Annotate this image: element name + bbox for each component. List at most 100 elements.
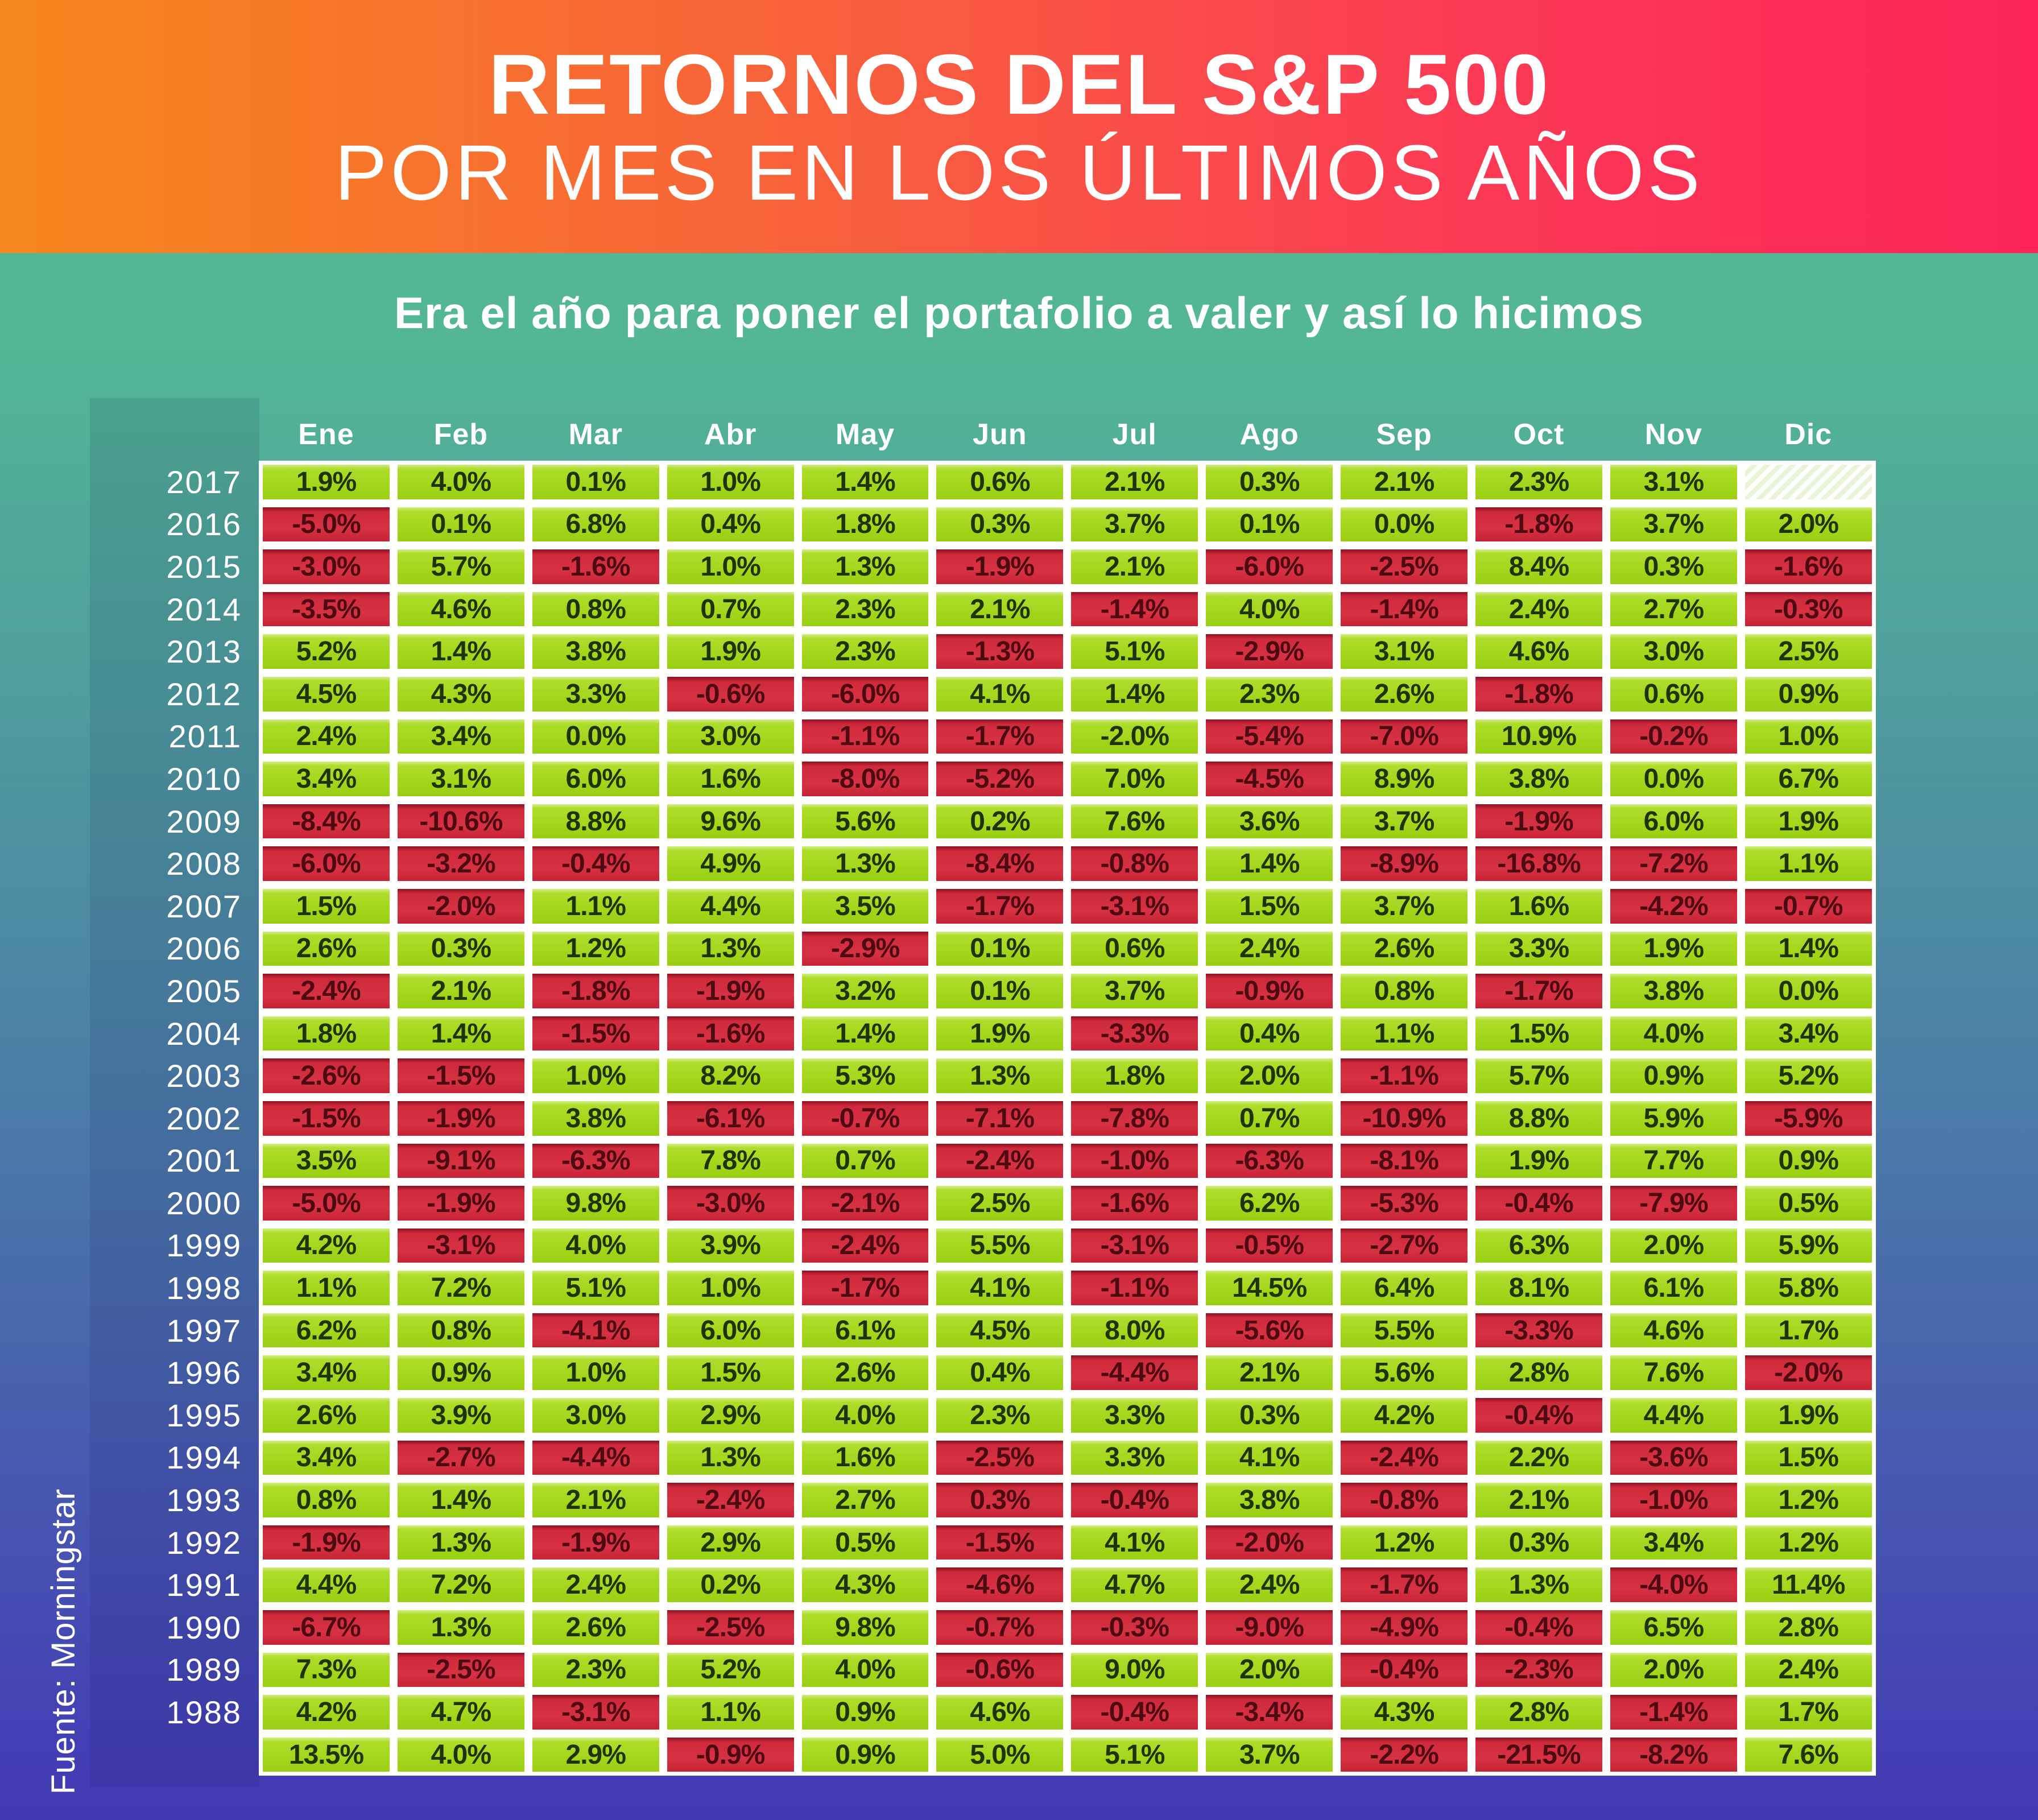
return-cell: 2.9% bbox=[663, 1521, 798, 1564]
return-cell: -1.0% bbox=[1067, 1139, 1202, 1182]
return-cell: -0.7% bbox=[797, 1097, 933, 1140]
return-cell: 1.9% bbox=[1606, 927, 1741, 970]
return-cell: 0.0% bbox=[1606, 758, 1741, 800]
return-cell: 6.5% bbox=[1606, 1606, 1741, 1649]
return-cell: 1.8% bbox=[1067, 1054, 1202, 1097]
return-cell: 1.6% bbox=[797, 1436, 933, 1479]
return-cell: 1.9% bbox=[259, 461, 394, 503]
return-cell: -3.0% bbox=[663, 1182, 798, 1225]
return-cell: -5.6% bbox=[1202, 1309, 1337, 1352]
return-cell: 3.7% bbox=[1202, 1733, 1337, 1776]
return-cell: 1.1% bbox=[259, 1267, 394, 1309]
return-cell: -4.1% bbox=[528, 1309, 663, 1352]
return-cell: 2.9% bbox=[528, 1733, 663, 1776]
return-cell: -2.3% bbox=[1471, 1648, 1606, 1691]
return-cell: 5.7% bbox=[393, 545, 528, 588]
table-row: 2010 3.4% 3.1% 6.0% 1.6% -8.0% -5.2% 7.0% -4.5% 8… bbox=[145, 758, 1876, 800]
year-label: 2013 bbox=[166, 634, 242, 670]
return-cell: 6.8% bbox=[528, 503, 663, 546]
table-row: 1999 4.2% -3.1% 4.0% 3.9% -2.4% 5.5% -3.1% -0.5%… bbox=[145, 1224, 1876, 1267]
return-cell: 1.3% bbox=[1471, 1563, 1606, 1607]
return-cell: 1.5% bbox=[1741, 1436, 1876, 1479]
return-cell: 5.2% bbox=[259, 630, 394, 673]
return-cell: -8.2% bbox=[1606, 1733, 1741, 1776]
month-header: Sep bbox=[1376, 418, 1432, 451]
return-cell: -2.4% bbox=[663, 1479, 798, 1521]
table-row: 1996 3.4% 0.9% 1.0% 1.5% 2.6% 0.4% -4.4% 2.1% 5.6… bbox=[145, 1351, 1876, 1395]
returns-table: Ene Feb Mar Abr May Jun Jul Ago Sep Oct Nov Dic 201… bbox=[145, 408, 1876, 1776]
table-row: 1994 3.4% -2.7% -4.4% 1.3% 1.6% -2.5% 3.3% 4.1% -… bbox=[145, 1436, 1876, 1479]
return-cell: 3.1% bbox=[1337, 630, 1472, 673]
return-cell: -3.1% bbox=[393, 1224, 528, 1267]
return-cell: -8.4% bbox=[259, 800, 394, 843]
return-cell: 2.3% bbox=[797, 630, 933, 673]
return-cell: -0.9% bbox=[1202, 970, 1337, 1012]
month-header: Nov bbox=[1644, 418, 1702, 451]
return-cell: 10.9% bbox=[1471, 715, 1606, 758]
return-cell: -3.3% bbox=[1471, 1309, 1606, 1352]
return-cell: 5.0% bbox=[932, 1733, 1068, 1776]
return-cell: 1.1% bbox=[1741, 842, 1876, 885]
year-label: 2015 bbox=[166, 548, 242, 585]
return-cell: -3.4% bbox=[1202, 1691, 1337, 1734]
month-header: Jul bbox=[1112, 418, 1157, 451]
return-cell: 3.0% bbox=[528, 1394, 663, 1437]
return-cell: 5.2% bbox=[1741, 1054, 1876, 1097]
return-cell: -0.4% bbox=[1471, 1182, 1606, 1225]
table-row: 1992 -1.9% 1.3% -1.9% 2.9% 0.5% -1.5% 4.1% -2.0%… bbox=[145, 1521, 1876, 1564]
return-cell: -4.6% bbox=[932, 1563, 1068, 1607]
year-label: 2008 bbox=[166, 846, 242, 882]
return-cell: 14.5% bbox=[1202, 1267, 1337, 1309]
return-cell: 4.5% bbox=[932, 1309, 1068, 1352]
return-cell: -5.0% bbox=[259, 1182, 394, 1225]
return-cell: 1.4% bbox=[393, 1012, 528, 1055]
return-cell: 3.4% bbox=[259, 1436, 394, 1479]
table-row: 2002 -1.5% -1.9% 3.8% -6.1% -0.7% -7.1% -7.8% 0.… bbox=[145, 1097, 1876, 1140]
return-cell: 1.4% bbox=[1741, 927, 1876, 970]
return-cell: 2.9% bbox=[663, 1394, 798, 1437]
return-cell: -1.1% bbox=[797, 715, 933, 758]
return-cell: 0.9% bbox=[1741, 672, 1876, 715]
return-cell: 2.1% bbox=[932, 588, 1068, 631]
return-cell: -6.1% bbox=[663, 1097, 798, 1140]
return-cell: 0.9% bbox=[797, 1733, 933, 1776]
return-cell: 1.7% bbox=[1741, 1691, 1876, 1734]
return-cell: -0.5% bbox=[1202, 1224, 1337, 1267]
return-cell: 2.4% bbox=[1202, 927, 1337, 970]
return-cell: 6.0% bbox=[663, 1309, 798, 1352]
year-label: 1995 bbox=[166, 1397, 242, 1433]
return-cell: -0.3% bbox=[1067, 1606, 1202, 1649]
return-cell: -2.4% bbox=[932, 1139, 1068, 1182]
return-cell: -6.3% bbox=[528, 1139, 663, 1182]
table-row: 1998 1.1% 7.2% 5.1% 1.0% -1.7% 4.1% -1.1% 14.5% 6… bbox=[145, 1267, 1876, 1309]
return-cell: -2.4% bbox=[259, 970, 394, 1012]
year-label: 1993 bbox=[166, 1482, 242, 1519]
return-cell: 2.3% bbox=[932, 1394, 1068, 1437]
return-cell: 4.0% bbox=[797, 1648, 933, 1691]
return-cell: 7.6% bbox=[1606, 1351, 1741, 1395]
return-cell: 1.2% bbox=[1741, 1479, 1876, 1521]
return-cell: 1.0% bbox=[663, 461, 798, 503]
return-cell: -2.0% bbox=[1067, 715, 1202, 758]
return-cell: -21.5% bbox=[1471, 1733, 1606, 1776]
return-cell: -3.1% bbox=[528, 1691, 663, 1734]
year-label: 1989 bbox=[166, 1652, 242, 1688]
return-cell: -2.5% bbox=[1337, 545, 1472, 588]
return-cell: -9.1% bbox=[393, 1139, 528, 1182]
return-cell: 8.9% bbox=[1337, 758, 1472, 800]
return-cell: 3.8% bbox=[1606, 970, 1741, 1012]
year-label: 2011 bbox=[168, 718, 242, 755]
return-cell: 5.1% bbox=[1067, 630, 1202, 673]
return-cell: 0.6% bbox=[932, 461, 1068, 503]
return-cell: 2.4% bbox=[1741, 1648, 1876, 1691]
return-cell: 1.1% bbox=[1337, 1012, 1472, 1055]
return-cell: -2.9% bbox=[1202, 630, 1337, 673]
return-cell: -0.6% bbox=[663, 672, 798, 715]
table-row: 2016 -5.0% 0.1% 6.8% 0.4% 1.8% 0.3% 3.7% 0.1% 0.0… bbox=[145, 503, 1876, 546]
return-cell: 4.0% bbox=[393, 1733, 528, 1776]
return-cell: 3.8% bbox=[528, 630, 663, 673]
return-cell: 3.7% bbox=[1067, 503, 1202, 546]
return-cell: 1.9% bbox=[1471, 1139, 1606, 1182]
return-cell: 1.4% bbox=[797, 1012, 933, 1055]
source-credit: Fuente: Morningstar bbox=[45, 1488, 82, 1794]
